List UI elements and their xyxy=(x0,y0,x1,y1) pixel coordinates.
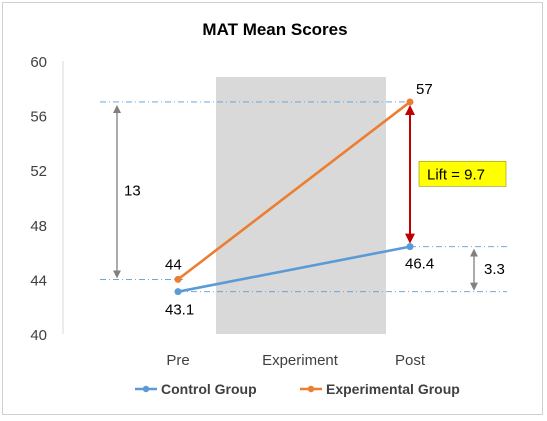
y-tick-label: 56 xyxy=(30,109,47,126)
y-tick-label: 44 xyxy=(30,272,47,289)
legend: Control Group Experimental Group xyxy=(135,381,460,397)
legend-marker xyxy=(307,385,315,393)
data-label-exp-pre: 44 xyxy=(165,256,182,273)
y-tick-label: 52 xyxy=(30,163,47,180)
chart-title: MAT Mean Scores xyxy=(202,20,347,39)
series-point xyxy=(174,275,182,283)
data-label-exp-post: 57 xyxy=(416,81,433,98)
reference-lines xyxy=(100,101,507,293)
chart-frame: MAT Mean Scores 40 44 48 52 56 60 Pre Experime… xyxy=(2,2,543,415)
right-gap-label: 3.3 xyxy=(484,261,505,278)
series-point xyxy=(174,288,182,296)
data-label-ctrl-post: 46.4 xyxy=(405,256,434,273)
data-label-ctrl-pre: 43.1 xyxy=(165,302,194,319)
chart-svg: MAT Mean Scores 40 44 48 52 56 60 Pre Experime… xyxy=(30,20,507,397)
x-tick-label: Experiment xyxy=(262,352,339,369)
series-line-0 xyxy=(177,245,411,293)
x-tick-label: Pre xyxy=(166,352,189,369)
left-gap-label: 13 xyxy=(124,183,141,200)
series-lines xyxy=(174,98,414,296)
experiment-shaded-region xyxy=(216,77,386,334)
lift-label-box xyxy=(418,161,507,187)
series-point xyxy=(406,98,414,106)
y-tick-label: 60 xyxy=(30,54,47,71)
x-axis-labels: Pre Experiment Post xyxy=(166,352,426,369)
legend-marker xyxy=(142,385,150,393)
series-point xyxy=(406,243,414,251)
legend-label: Experimental Group xyxy=(326,381,460,397)
y-tick-label: 40 xyxy=(30,327,47,344)
y-axis-ticks: 40 44 48 52 56 60 xyxy=(30,54,47,344)
y-tick-label: 48 xyxy=(30,218,47,235)
series-line-1 xyxy=(177,100,411,281)
lift-label: Lift = 9.7 xyxy=(427,166,485,183)
x-tick-label: Post xyxy=(395,352,426,369)
legend-label: Control Group xyxy=(161,381,257,397)
